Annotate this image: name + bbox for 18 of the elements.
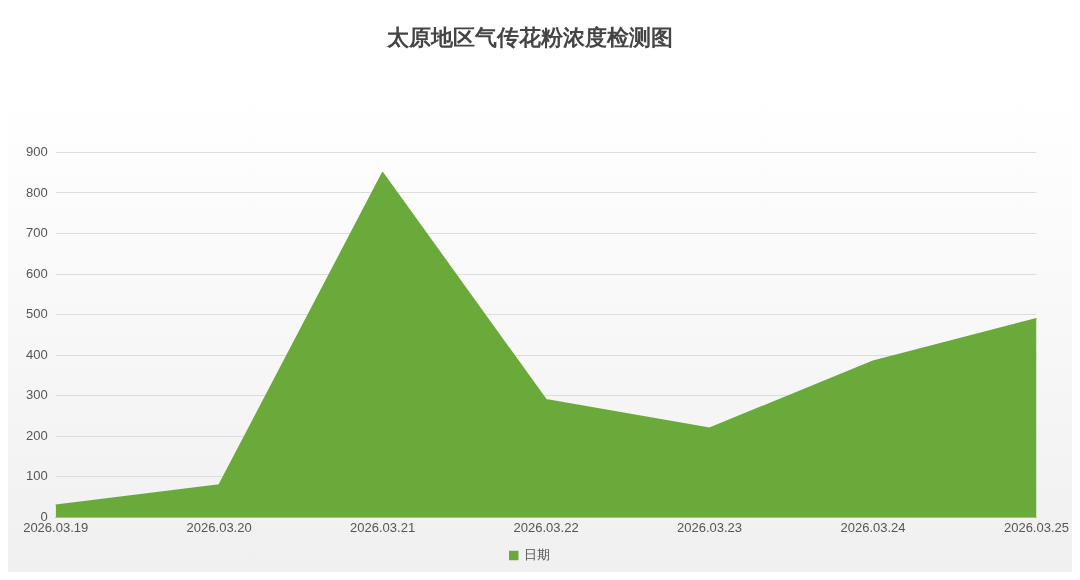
- y-tick-label: 900: [25, 143, 48, 159]
- y-tick-label: 100: [25, 468, 48, 484]
- y-tick-label: 700: [25, 225, 48, 241]
- x-tick-label: 2026.03.20: [186, 519, 252, 535]
- y-tick-label: 500: [25, 306, 48, 322]
- y-tick-label: 300: [25, 387, 48, 403]
- y-tick-label: 600: [25, 265, 48, 281]
- y-tick-label: 200: [25, 427, 48, 443]
- x-tick-label: 2026.03.21: [350, 519, 416, 535]
- legend-label: 日期: [524, 546, 551, 562]
- x-tick-label: 2026.03.25: [1003, 519, 1070, 535]
- y-tick-label: 800: [25, 184, 48, 200]
- x-tick-label: 2026.03.22: [513, 519, 579, 535]
- y-tick-label: 400: [25, 346, 48, 362]
- chart-title: 太原地区气传花粉浓度检测图: [386, 24, 673, 50]
- x-tick-label: 2026.03.23: [677, 519, 743, 535]
- x-tick-label: 2026.03.24: [840, 519, 906, 535]
- y-tick-label: 0: [40, 508, 48, 524]
